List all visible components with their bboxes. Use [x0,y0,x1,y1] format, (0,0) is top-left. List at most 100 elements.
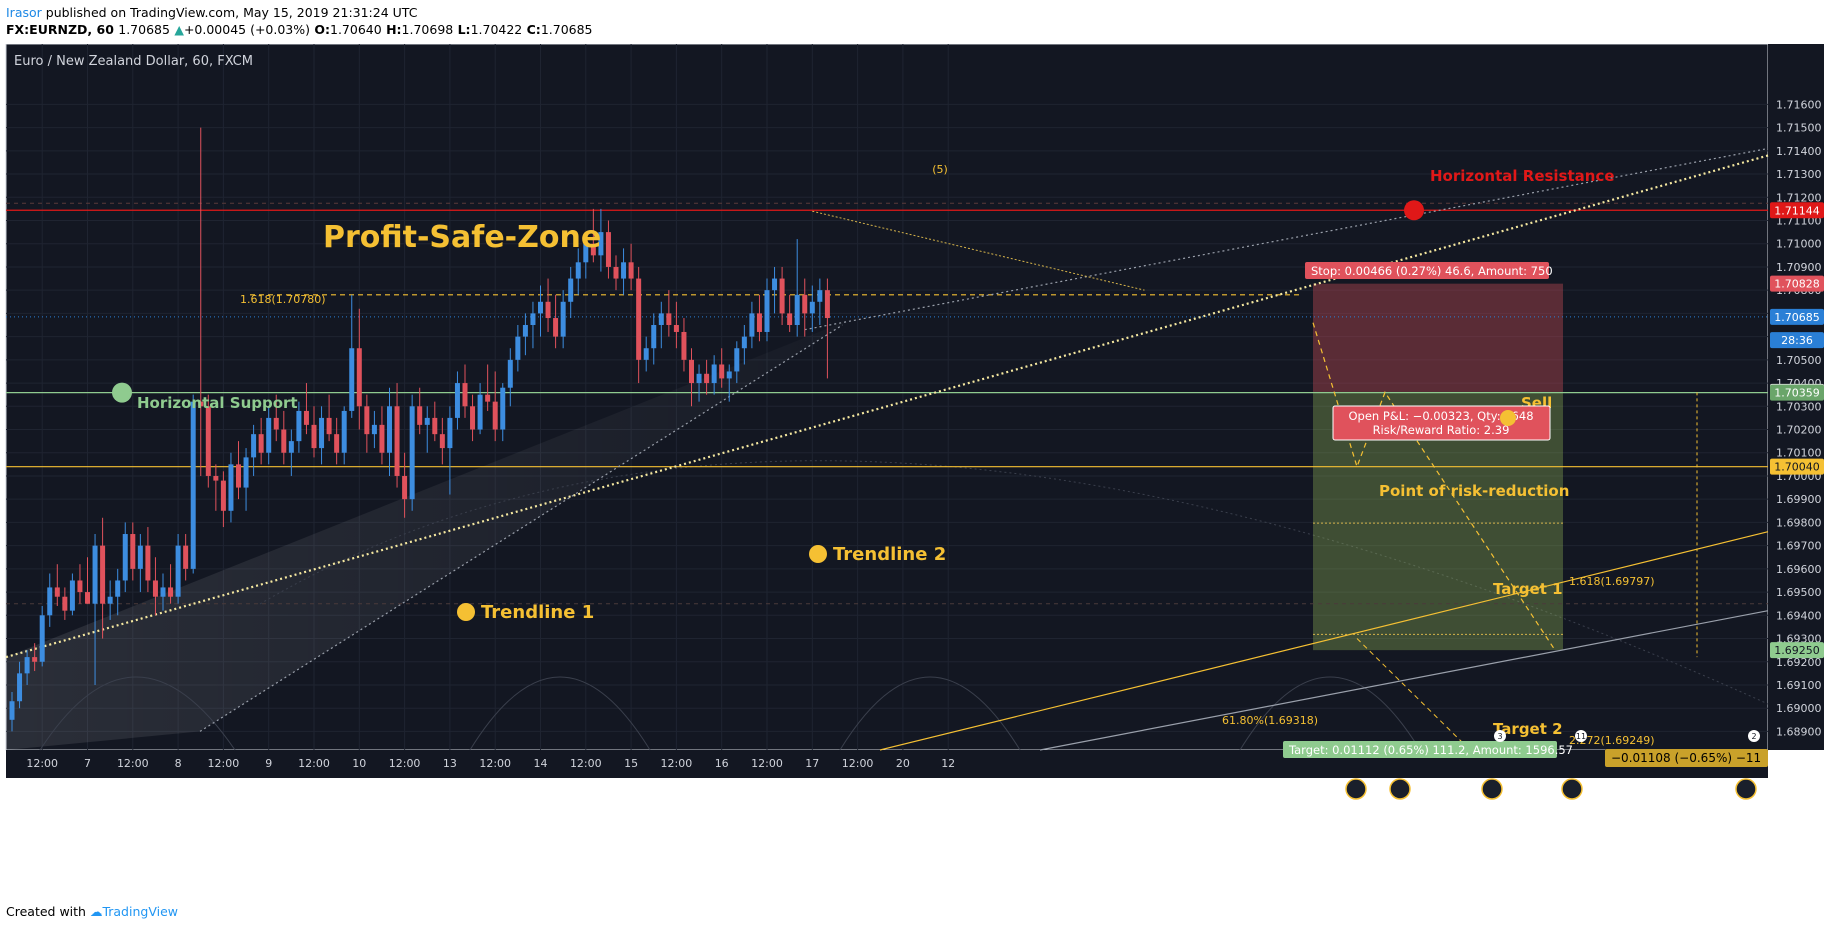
price-badge-text: 1.70685 [1774,311,1820,324]
created-with-label: Created with [6,904,86,919]
horizontal-support-label: Horizontal Support [137,394,298,412]
price-tick-label: 1.71000 [1776,238,1822,251]
price-badge-text: 28:36 [1781,334,1813,347]
low-value: 1.70422 [470,22,523,37]
candle-body [175,545,181,597]
price-badge [1770,642,1824,659]
resistance-marker [1404,200,1424,221]
candle-body [817,290,823,302]
close-value: 1.70685 [540,22,593,37]
price-badge [1770,458,1824,475]
event-count: 3 [1497,732,1502,741]
candle-body [553,318,559,337]
candle-body [439,434,445,449]
candle-body [213,475,219,481]
fib-arc [259,460,1769,705]
tradingview-link[interactable]: TradingView [102,904,178,919]
point-risk-label: Point of risk-reduction [1379,482,1569,500]
annotation-layer: Profit-Safe-Zone 1.618(1.70780) (5) Horizon… [112,163,1768,800]
time-tick-label: 12:00 [208,757,240,770]
candle-body [100,545,106,604]
target-box [1283,741,1557,758]
price-tick-label: 1.70500 [1776,354,1822,367]
candle-body [281,429,287,453]
candle-body [387,406,392,453]
trendline-1 [5,154,1769,659]
candle-body [726,371,732,379]
chart-header: Irasor published on TradingView.com, May… [0,0,1828,44]
candle-body [198,401,204,407]
candle-body [719,364,725,379]
candle-body [236,464,241,488]
author-link[interactable]: Irasor [6,5,42,20]
fib-2272-label: 2.272(1.69249) [1569,734,1655,747]
candle-body [628,262,634,279]
candle-body [371,424,377,435]
candle-body [288,441,294,453]
candle-body [605,232,611,267]
candle-body [447,417,453,449]
candle-body [168,587,174,597]
candle-body [809,301,815,314]
time-tick-label: 10 [352,757,366,770]
time-axis[interactable]: 12:00 7 12:00 8 12:00 9 12:00 10 12:00 13 12:00 14 1… [26,757,955,770]
candle-body [794,294,800,326]
price-tick-label: 1.69500 [1776,586,1822,599]
candle-body [522,325,528,337]
candle-body [266,417,272,453]
candle-body [379,424,385,453]
candle-body [205,406,211,476]
profit-safe-zone-label: Profit-Safe-Zone [323,220,601,255]
price-badge [1770,384,1824,401]
chart-title: Euro / New Zealand Dollar, 60, FXCM [14,54,253,69]
low-label: L: [457,22,471,37]
tradingview-logo-icon: ☁ [89,904,103,919]
time-tick-label: 12:00 [117,757,149,770]
candle-body [190,401,196,569]
horizontal-resistance-label: Horizontal Resistance [1430,167,1615,185]
upper-trendline [812,210,1145,291]
event-count: 11 [1576,732,1586,741]
time-tick-label: 12:00 [661,757,693,770]
candle-body [568,278,574,302]
candle-body [69,580,75,611]
event-marker-icon[interactable] [1345,778,1367,800]
candle-body [802,294,808,314]
stop-zone [1313,283,1563,392]
candle-body [85,592,90,604]
time-tick-label: 13 [443,757,457,770]
price-tick-label: 1.71300 [1776,168,1822,181]
time-tick-label: 12:00 [298,757,330,770]
candle-body [462,383,468,407]
event-marker-icon[interactable] [1481,778,1503,800]
event-marker-icon[interactable] [1561,778,1583,800]
time-tick-label: 12:00 [479,757,511,770]
candle-body [243,457,249,488]
price-tick-label: 1.69700 [1776,540,1822,553]
open-value: 1.70640 [330,22,382,37]
time-tick-label: 20 [896,757,910,770]
high-value: 1.70698 [401,22,454,37]
price-tick-label: 1.70100 [1776,447,1822,460]
event-marker-icon[interactable] [1389,778,1411,800]
price-chart[interactable]: Euro / New Zealand Dollar, 60, FXCM Prof… [0,44,1828,902]
price-tick-label: 1.68900 [1776,725,1822,738]
fib-arc [469,676,651,751]
fib-arc [1239,676,1421,751]
event-count-badge [1575,730,1587,742]
candle-body [575,262,581,279]
candle-body [621,262,627,279]
time-tick-label: 14 [534,757,548,770]
candle-body [470,406,476,430]
price-tick-label: 1.71200 [1776,191,1822,204]
price-axis[interactable]: 1.71600 1.71500 1.71400 1.71300 1.712001.711… [1770,98,1824,738]
trendline2-marker [809,545,827,563]
time-tick-label: 12:00 [842,757,874,770]
event-marker-icon[interactable] [1735,778,1757,800]
event-count-badge [1748,730,1760,742]
price-tick-label: 1.69600 [1776,563,1822,576]
fib-arc [39,676,236,751]
price-tick-label: 1.70900 [1776,261,1822,274]
candle-body [749,313,755,337]
candle-body [651,325,657,349]
